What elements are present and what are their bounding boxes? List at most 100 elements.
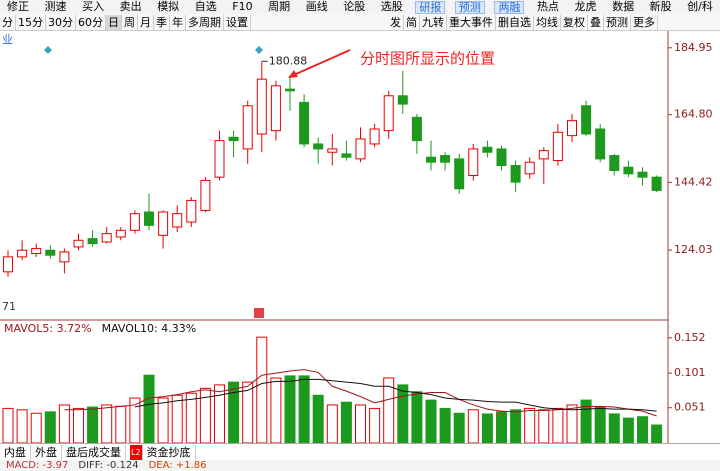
menu-item[interactable]: 新股 bbox=[649, 0, 672, 13]
menu-item[interactable]: 卖出 bbox=[119, 0, 142, 13]
period-button[interactable]: 分 bbox=[0, 14, 16, 30]
candle-body bbox=[369, 128, 380, 145]
period-button[interactable]: 60分 bbox=[76, 14, 106, 30]
candle-body bbox=[214, 140, 225, 178]
candle-body bbox=[45, 249, 56, 256]
candle-body bbox=[426, 156, 436, 163]
period-button[interactable]: 30分 bbox=[46, 14, 76, 30]
menu-item[interactable]: 论股 bbox=[343, 0, 366, 13]
candle-body bbox=[637, 171, 648, 178]
legend-entry: MAVOL5: 3.72% bbox=[4, 322, 92, 335]
period-button[interactable]: 日 bbox=[106, 14, 122, 30]
indicator-value: MACD: -3.97 bbox=[6, 460, 69, 471]
volume-bar bbox=[411, 391, 423, 444]
tool-button[interactable]: 九转 bbox=[420, 14, 447, 30]
volume-bar bbox=[30, 412, 42, 444]
y-tick-label: 0.152 bbox=[674, 331, 706, 344]
menu-item[interactable]: 买入 bbox=[82, 0, 105, 13]
volume-bar bbox=[439, 407, 451, 444]
tool-button[interactable]: 删自选 bbox=[496, 14, 534, 30]
period-button[interactable]: 设置 bbox=[224, 14, 251, 30]
period-button[interactable]: 月 bbox=[138, 14, 154, 30]
volume-bar bbox=[355, 404, 366, 444]
tab[interactable]: 资金抄底 bbox=[143, 444, 196, 460]
period-button[interactable]: 周 bbox=[122, 14, 138, 30]
volume-bar bbox=[171, 394, 183, 444]
volume-bar bbox=[242, 381, 254, 444]
menu-item[interactable]: 模拟 bbox=[157, 0, 180, 13]
tool-button[interactable]: 均线 bbox=[534, 14, 561, 30]
volume-bar bbox=[510, 409, 522, 444]
candle-body bbox=[397, 95, 408, 105]
candle-body bbox=[172, 213, 183, 228]
candle-body bbox=[440, 155, 451, 163]
candle-body bbox=[115, 229, 126, 238]
volume-bar bbox=[608, 413, 620, 444]
period-button[interactable]: 季 bbox=[154, 14, 170, 30]
volume-bar bbox=[453, 412, 465, 444]
candle-body bbox=[313, 143, 324, 150]
tool-button[interactable]: 预测 bbox=[604, 14, 631, 30]
candle-body bbox=[144, 211, 154, 226]
tool-button[interactable]: 复权 bbox=[561, 14, 588, 30]
volume-bar bbox=[538, 409, 550, 444]
edge-text: 71 bbox=[2, 300, 16, 313]
tool-button[interactable]: 更多 bbox=[631, 14, 658, 30]
candle-body bbox=[552, 131, 563, 162]
period-button[interactable]: 年 bbox=[170, 14, 186, 30]
tool-button[interactable]: 发 bbox=[388, 14, 404, 30]
volume-bar bbox=[312, 394, 324, 444]
tool-button[interactable]: 叠 bbox=[588, 14, 604, 30]
tool-button[interactable]: 重大事件 bbox=[447, 14, 496, 30]
candle-body bbox=[651, 176, 662, 191]
menu-item[interactable]: 周期 bbox=[268, 0, 291, 13]
y-tick-label: 144.42 bbox=[674, 175, 713, 188]
candle-body bbox=[200, 179, 211, 211]
volume-bar bbox=[580, 399, 592, 444]
volume-bar bbox=[143, 374, 155, 444]
tool-button[interactable]: 简 bbox=[404, 14, 420, 30]
volume-bar bbox=[340, 401, 352, 444]
tab-bar: 内盘 外盘 盘后成交量 L2 资金抄底 bbox=[0, 443, 720, 460]
volume-bar bbox=[185, 392, 197, 444]
menu-item[interactable]: 选股 bbox=[380, 0, 403, 13]
menu-item[interactable]: 测速 bbox=[44, 0, 67, 13]
period-button[interactable]: 多周期 bbox=[186, 14, 224, 30]
candle-body bbox=[581, 105, 592, 135]
candle-body bbox=[129, 213, 140, 231]
indicator-row: MACD: -3.97 DIFF: -0.124 DEA: +1.86 bbox=[0, 460, 720, 471]
volume-bar bbox=[326, 404, 338, 444]
volume-bar bbox=[594, 406, 606, 444]
volume-bar bbox=[467, 409, 479, 444]
menu-item[interactable]: 自选 bbox=[194, 0, 217, 13]
volume-bar bbox=[552, 407, 564, 444]
volume-bar bbox=[622, 417, 634, 444]
tab[interactable]: 盘后成交量 bbox=[62, 444, 126, 460]
candle-body bbox=[31, 248, 42, 255]
menu-item[interactable]: F10 bbox=[232, 0, 253, 13]
indicator-value: DIFF: -0.124 bbox=[78, 460, 139, 471]
menu-item[interactable]: 两融 bbox=[494, 0, 525, 14]
candle-body bbox=[496, 148, 507, 167]
menu-item[interactable]: 龙虎 bbox=[574, 0, 597, 13]
candle-body bbox=[73, 239, 84, 248]
candle-body bbox=[327, 148, 338, 153]
tab[interactable]: 内盘 bbox=[0, 444, 31, 460]
menu-item[interactable]: 修正 bbox=[7, 0, 29, 13]
menu-item[interactable]: 预测 bbox=[454, 0, 485, 14]
volume-bar bbox=[651, 424, 663, 444]
menu-item[interactable]: 数据 bbox=[612, 0, 635, 13]
menu-item[interactable]: 热点 bbox=[536, 0, 559, 13]
candle-body bbox=[228, 136, 239, 142]
volume-bar bbox=[16, 409, 28, 444]
menu-item[interactable]: 研报 bbox=[415, 0, 446, 14]
volume-bar bbox=[58, 404, 70, 444]
candle-body bbox=[101, 233, 112, 243]
candle-body bbox=[158, 211, 169, 236]
menu-item[interactable]: 创/科 bbox=[687, 0, 713, 13]
tab[interactable]: 外盘 bbox=[31, 444, 62, 460]
menu-item[interactable]: 画线 bbox=[305, 0, 328, 13]
volume-bar bbox=[228, 381, 240, 444]
candle-body bbox=[468, 148, 479, 177]
period-button[interactable]: 15分 bbox=[16, 14, 46, 30]
